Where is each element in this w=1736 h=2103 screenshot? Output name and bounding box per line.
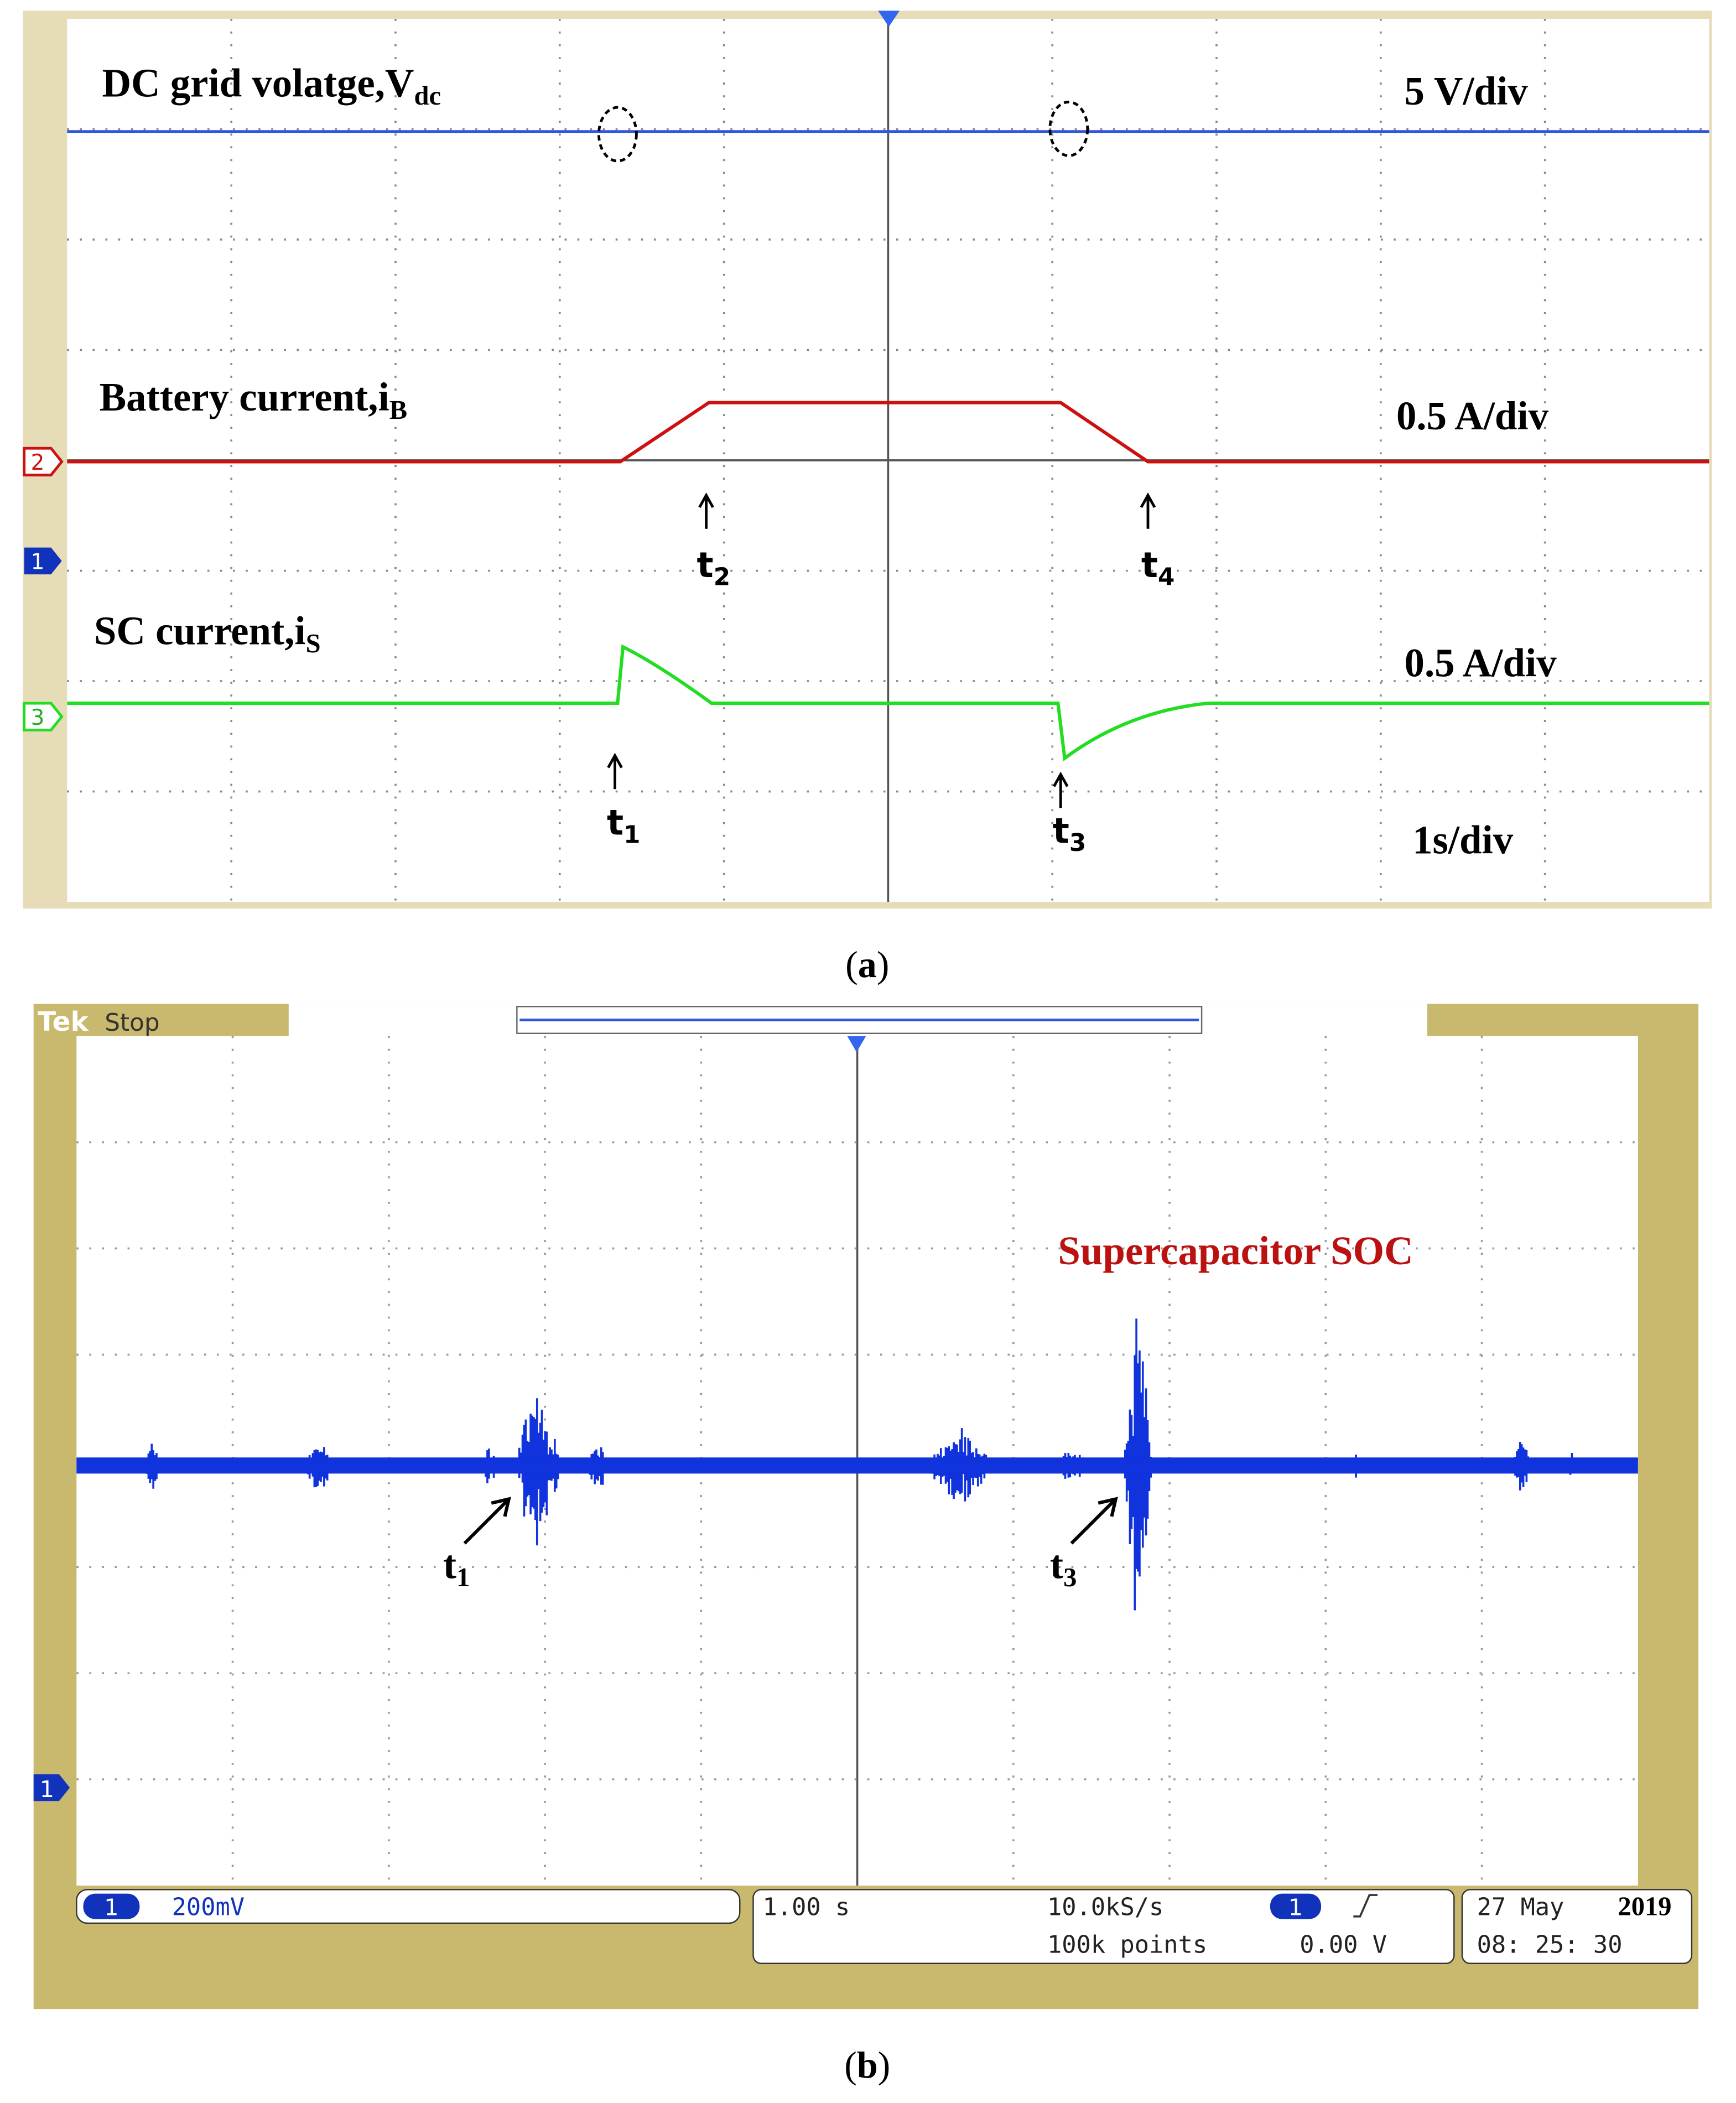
- trigger-marker: [847, 1036, 866, 1052]
- trace-label: SC current,iS: [94, 608, 321, 658]
- trigger-slope: [1353, 1894, 1378, 1918]
- highlight-circle: [597, 106, 638, 163]
- trigger-marker: [878, 11, 900, 27]
- readout-box: [76, 1889, 741, 1924]
- panel-b: Tek Stop Supercapacitor SOC t1 t3 1 1 20…: [33, 1004, 1699, 2009]
- readout-box: [1461, 1889, 1693, 1964]
- scale-label: 0.5 A/div: [1405, 641, 1557, 686]
- trace-label: Supercapacitor SOC: [1058, 1228, 1413, 1273]
- channel-badge: [23, 446, 64, 477]
- channel-badge: [1270, 1893, 1322, 1919]
- clock: 08: 25: 30: [1477, 1930, 1623, 1959]
- trigger-level: 0.00 V: [1300, 1930, 1387, 1959]
- time-marker: t4: [1141, 544, 1175, 591]
- sc-trace: [67, 644, 1709, 762]
- time-marker: t3: [1050, 1543, 1077, 1593]
- channel-badge: [24, 547, 62, 575]
- run-status: Stop: [105, 1009, 159, 1037]
- trace-label: Battery current,iB: [100, 375, 408, 425]
- caption: (b): [844, 2044, 890, 2086]
- time-per-div: 1.00 s: [762, 1893, 850, 1921]
- trace-label: DC grid volatge,Vdc: [102, 61, 441, 111]
- panel-a: DC grid volatge,Vdc 5 V/div Battery curr…: [23, 11, 1712, 909]
- soc-trace-band: [76, 1457, 1638, 1474]
- channel-number: 2: [31, 450, 45, 475]
- channel-badge: [33, 1774, 70, 1801]
- scale-label: 5 V/div: [1405, 69, 1529, 113]
- sample-rate: 10.0kS/s: [1047, 1893, 1163, 1921]
- timebase-label: 1s/div: [1412, 818, 1514, 863]
- highlight-circle: [1048, 100, 1089, 157]
- record-length: 100k points: [1047, 1930, 1207, 1959]
- time-marker: t1: [443, 1543, 470, 1593]
- volts-per-div: 200mV: [172, 1893, 245, 1921]
- time-marker: t1: [607, 802, 641, 849]
- time-marker: t2: [697, 544, 731, 591]
- time-marker: t3: [1053, 810, 1087, 857]
- channel-number: 1: [31, 549, 45, 574]
- date: 27 May: [1477, 1893, 1565, 1921]
- channel-number: 1: [40, 1776, 54, 1803]
- caption: (a): [845, 943, 889, 985]
- year: 2019: [1618, 1892, 1671, 1921]
- arrows: [607, 492, 1156, 808]
- arrows: [463, 1497, 1118, 1545]
- channel-badge: [23, 702, 64, 731]
- channel-number: 3: [31, 705, 45, 730]
- channel-badge: [83, 1893, 140, 1919]
- brand: Tek: [38, 1006, 90, 1037]
- battery-trace: [67, 401, 1709, 464]
- channel-number: 1: [1288, 1894, 1303, 1920]
- channel-number: 1: [104, 1894, 118, 1920]
- scale-label: 0.5 A/div: [1396, 393, 1549, 438]
